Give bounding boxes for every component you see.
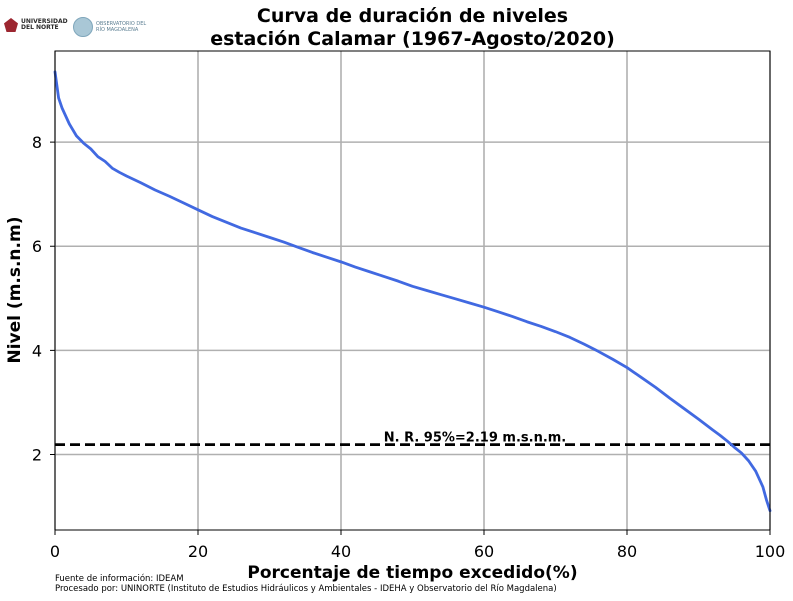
y-tick-label: 6 <box>32 237 42 256</box>
x-tick-label: 20 <box>188 542 208 561</box>
y-axis-label: Nivel (m.s.n.m) <box>5 216 25 364</box>
duration-curve-series-line <box>53 70 772 513</box>
uninorte-logo: UNIVERSIDAD DEL NORTE <box>4 18 68 32</box>
x-tick-label: 80 <box>617 542 637 561</box>
observatorio-logo-line1: OBSERVATORIO DEL <box>96 21 147 27</box>
x-tick-label: 100 <box>755 542 786 561</box>
chart-title-line1: Curva de duración de niveles <box>256 5 569 27</box>
chart-title-line2: estación Calamar (1967-Agosto/2020) <box>210 28 615 50</box>
uninorte-emblem-icon <box>4 18 18 32</box>
x-tick-label: 60 <box>474 542 494 561</box>
observatorio-emblem-icon <box>73 17 93 37</box>
y-tick-label: 8 <box>32 133 42 152</box>
observatorio-logo: OBSERVATORIO DEL RÍO MAGDALENA <box>73 17 146 37</box>
uninorte-logo-text: UNIVERSIDAD DEL NORTE <box>21 17 68 32</box>
observatorio-logo-line2: RÍO MAGDALENA <box>96 27 139 33</box>
plot-frame <box>54 50 771 531</box>
uninorte-logo-line2: DEL NORTE <box>21 24 59 31</box>
observatorio-logo-text: OBSERVATORIO DEL RÍO MAGDALENA <box>96 21 146 33</box>
source-note: Fuente de información: IDEAM <box>55 574 184 584</box>
y-tick-label: 4 <box>32 341 42 360</box>
x-tick-label: 0 <box>50 542 60 561</box>
processed-note: Procesado por: UNINORTE (Instituto de Es… <box>55 584 557 594</box>
x-tick-label: 40 <box>331 542 351 561</box>
y-tick-label: 2 <box>32 446 42 465</box>
x-axis-label: Porcentaje de tiempo excedido(%) <box>247 563 578 583</box>
uninorte-logo-line1: UNIVERSIDAD <box>21 17 68 25</box>
reference-line-label: N. R. 95%=2.19 m.s.n.m. <box>384 431 567 446</box>
